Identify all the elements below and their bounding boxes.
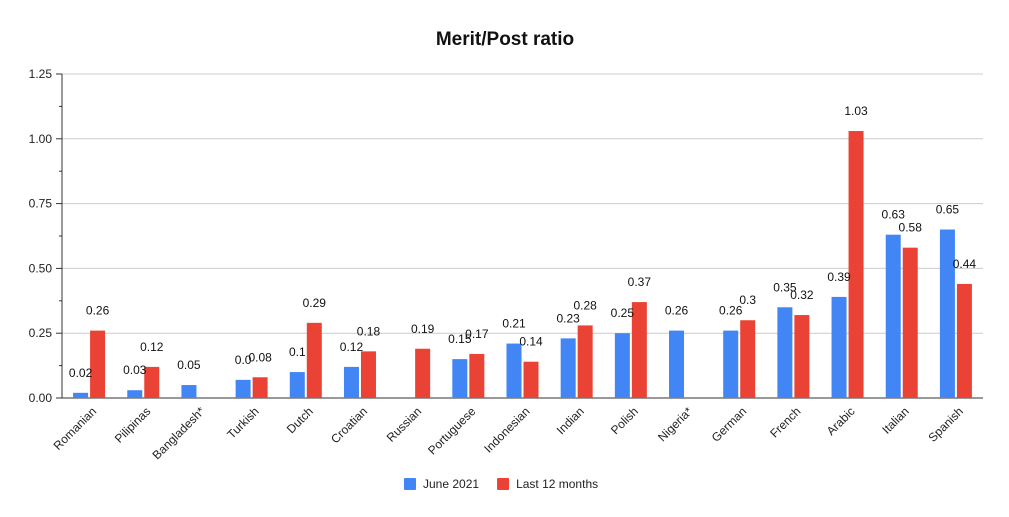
data-label: 0.39 [827, 270, 851, 284]
data-label: 0.58 [899, 221, 923, 235]
data-label: 0.29 [303, 296, 327, 310]
legend-label: June 2021 [423, 477, 479, 491]
y-tick-label: 0.50 [29, 261, 53, 275]
data-label: 0.12 [340, 340, 364, 354]
data-labels: 0.02 0.26 0.03 0.12 0.05 0.00.08 0.1 0.29 0.12 0.… [69, 104, 977, 380]
x-tick-label: Polish [608, 404, 641, 437]
bar-june-2021 [939, 229, 955, 398]
x-tick-label: French [767, 404, 803, 440]
x-tick-label: Russian [384, 404, 425, 445]
data-label: 0.21 [502, 317, 526, 331]
bar-june-2021 [235, 379, 251, 398]
data-label: 0.23 [556, 311, 580, 325]
bar-last-12-months [469, 353, 485, 398]
bar-june-2021 [614, 333, 630, 398]
bar-june-2021 [506, 343, 522, 398]
data-label: 0.19 [411, 322, 435, 336]
y-tick-label: 0.00 [29, 391, 53, 405]
data-label: 0.37 [628, 275, 652, 289]
x-tick-label: Arabic [824, 404, 858, 438]
data-label: 0.14 [519, 335, 543, 349]
bar-june-2021 [560, 338, 576, 398]
data-label: 0.05 [177, 358, 201, 372]
bar-last-12-months [740, 320, 756, 398]
bar-june-2021 [73, 392, 89, 398]
bar-june-2021 [885, 234, 901, 398]
data-label: 0.26 [665, 304, 689, 318]
x-tick-label: Dutch [284, 404, 316, 436]
y-tick-label: 0.25 [29, 326, 53, 340]
x-tick-label: Bangladesh* [150, 404, 208, 462]
legend: June 2021 Last 12 months [404, 477, 598, 491]
bar-june-2021 [452, 359, 468, 398]
bar-last-12-months [848, 131, 864, 399]
y-tick-label: 0.75 [29, 197, 53, 211]
x-tick-label: Indian [554, 404, 587, 437]
bar-june-2021 [669, 330, 685, 398]
data-label: 0.28 [573, 298, 597, 312]
bar-last-12-months [523, 361, 539, 398]
x-tick-label: Nigeria* [655, 404, 695, 444]
bar-last-12-months [577, 325, 593, 398]
bar-last-12-months [956, 283, 972, 398]
y-axis-ticks: 0.00 0.25 0.50 0.75 1.00 1.25 [29, 67, 63, 405]
data-label: 0.63 [882, 208, 906, 222]
bar-june-2021 [127, 390, 143, 398]
legend-swatch [497, 478, 510, 490]
data-label: 0.44 [953, 257, 977, 271]
y-tick-label: 1.25 [29, 67, 53, 81]
data-label: 0.35 [773, 280, 797, 294]
data-label: 0.26 [719, 304, 743, 318]
bar-last-12-months [902, 247, 918, 398]
data-label: 0.15 [448, 332, 472, 346]
bar-last-12-months [252, 377, 268, 398]
x-tick-label: Spanish [925, 404, 966, 445]
x-tick-label: Croatian [328, 404, 370, 446]
bar-last-12-months [415, 348, 431, 398]
data-label: 0.26 [86, 304, 110, 318]
bar-last-12-months [794, 315, 810, 398]
legend-swatch [404, 478, 416, 490]
data-label: 0.12 [140, 340, 164, 354]
bar-june-2021 [831, 296, 847, 398]
data-label: 0.08 [248, 350, 272, 364]
bar-june-2021 [343, 366, 359, 398]
data-label: 0.25 [611, 306, 635, 320]
data-label: 0.02 [69, 366, 93, 380]
data-label: 0.0 [235, 353, 252, 367]
x-tick-label: Turkish [224, 404, 261, 441]
x-tick-label: Romanian [51, 404, 100, 453]
bar-june-2021 [289, 372, 305, 398]
bar-june-2021 [181, 385, 197, 398]
data-label: 0.65 [936, 203, 960, 217]
x-tick-label: Pilipinas [112, 404, 154, 446]
bar-june-2021 [723, 330, 739, 398]
data-label: 0.03 [123, 363, 147, 377]
bar-last-12-months [144, 366, 160, 398]
chart-title: Merit/Post ratio [436, 29, 574, 50]
y-tick-label: 1.00 [29, 132, 53, 146]
bar-last-12-months [306, 322, 322, 398]
bar-last-12-months [360, 351, 376, 398]
bars [73, 131, 972, 399]
bar-june-2021 [777, 307, 793, 398]
bar-last-12-months [631, 302, 647, 398]
bar-last-12-months [90, 330, 106, 398]
data-label: 0.1 [289, 345, 306, 359]
x-tick-label: Indonesian [481, 404, 532, 455]
data-label: 0.3 [739, 293, 756, 307]
data-label: 0.32 [790, 288, 814, 302]
data-label: 1.03 [844, 104, 868, 118]
x-tick-label: Italian [879, 404, 912, 437]
gridlines [62, 73, 983, 399]
data-label: 0.17 [465, 327, 489, 341]
legend-label: Last 12 months [516, 477, 598, 491]
x-tick-label: Portuguese [425, 404, 479, 458]
x-tick-label: German [709, 404, 750, 445]
data-label: 0.18 [357, 324, 381, 338]
